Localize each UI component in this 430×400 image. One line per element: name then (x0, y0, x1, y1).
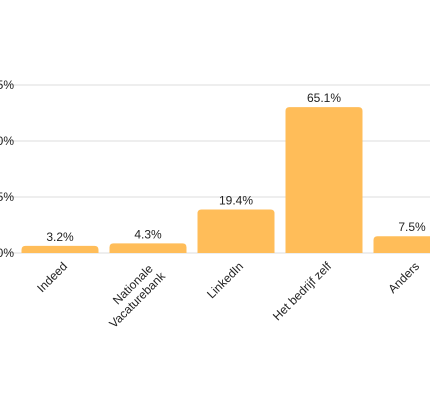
x-tick-label: Indeed (34, 259, 70, 295)
value-label: 65.1% (307, 91, 341, 105)
x-tick-label: Anders (385, 259, 422, 296)
x-tick-label: Nationale Vacaturebank (96, 259, 168, 331)
y-tick-label: 50% (0, 134, 14, 148)
bar (21, 245, 99, 253)
y-tick-label: 25% (0, 190, 14, 204)
value-label: 3.2% (46, 230, 74, 244)
bar (373, 236, 430, 253)
bar (109, 243, 187, 253)
x-tick-label: Het bedrijf zelf (270, 259, 335, 324)
bar (285, 107, 363, 254)
bar (197, 209, 275, 253)
value-label: 19.4% (219, 194, 253, 208)
x-tick-label: LinkedIn (204, 259, 246, 301)
y-tick-label: 75% (0, 78, 14, 92)
value-label: 7.5% (398, 220, 426, 234)
y-tick-label: 0% (0, 246, 14, 260)
value-label: 4.3% (134, 227, 162, 241)
